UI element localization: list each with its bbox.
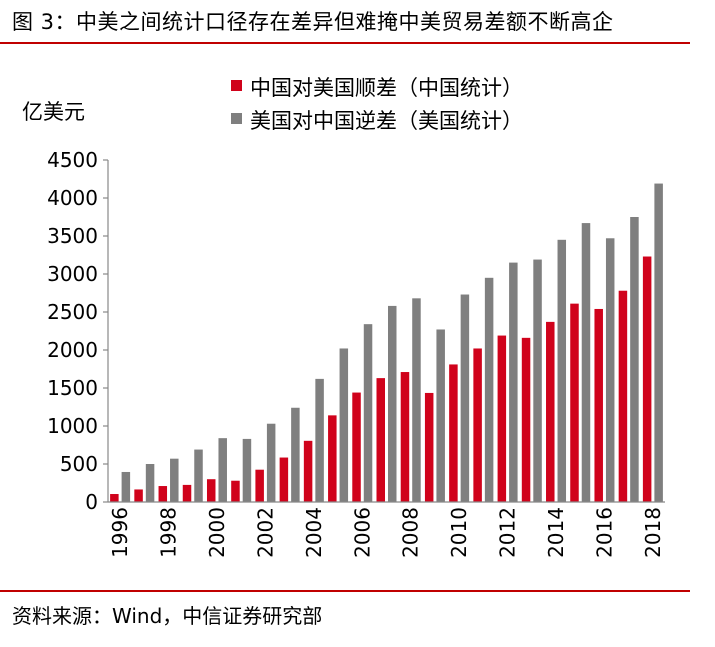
bar-1-2003 [279,457,289,502]
x-tick-label: 2006 [350,507,374,558]
bar-1-2001 [231,480,240,502]
bar-2-2001 [242,438,252,502]
bar-1-2009 [424,392,434,502]
y-tick-label: 4500 [47,148,98,172]
bar-series [110,183,663,503]
bar-2-2013 [533,259,542,502]
bar-1-2013 [521,337,531,502]
x-axis: 1996 1998 2000 2002 2004 2006 2008 2010 2012 2014… [108,501,665,558]
y-tick-label: 3000 [47,262,98,286]
bar-1-2011 [473,348,482,502]
bar-2-2000 [218,438,227,502]
x-tick-label: 2002 [253,507,277,558]
bar-1-2012 [497,335,507,502]
x-tick-label: 2000 [205,507,229,558]
y-tick-label: 2000 [47,338,98,362]
x-tick-label: 2018 [641,507,665,558]
bar-2-2012 [509,262,518,502]
bar-1-2002 [255,469,264,502]
bar-2-2002 [266,423,276,502]
bar-1-2004 [303,440,313,502]
y-tick-label: 1500 [47,376,98,400]
bar-1-2005 [328,415,337,502]
bar-2-2015 [581,223,591,502]
figure-title: 图 3：中美之间统计口径存在差异但难掩中美贸易差额不断高企 [12,10,614,34]
bar-1-2010 [449,364,458,502]
bar-2-1996 [121,471,131,502]
bar-1-1998 [158,486,168,502]
legend-label-2: 美国对中国逆差（美国统计） [250,109,523,133]
bar-1-2000 [206,479,216,502]
bar-2-2018 [654,183,663,502]
x-tick-label: 2016 [592,507,616,558]
bar-2-2011 [484,277,494,502]
top-divider [0,42,690,44]
bar-2-1997 [145,464,155,502]
bar-chart: 亿美元 中国对美国顺差（中国统计） 美国对中国逆差（美国统计） 0 500 1000 1… [22,76,665,558]
y-axis-title: 亿美元 [22,100,85,124]
y-axis: 0 500 1000 1500 2000 2500 3000 3500 4000 4500 [47,148,109,514]
y-tick-label: 3500 [47,224,98,248]
bar-2-2016 [605,238,615,502]
bar-1-2008 [400,372,410,502]
chart-legend: 中国对美国顺差（中国统计） 美国对中国逆差（美国统计） [231,76,523,133]
bar-2-1999 [194,449,203,502]
bar-1-2015 [570,303,579,502]
x-tick-label: 2014 [544,507,568,558]
bar-2-2014 [557,239,567,503]
y-tick-label: 0 [85,490,98,514]
bar-2-2008 [412,298,421,502]
x-tick-label: 2012 [496,507,520,558]
source-note: 资料来源：Wind，中信证券研究部 [12,604,323,628]
bar-1-2006 [352,392,361,502]
y-tick-label: 2500 [47,300,98,324]
bar-2-2004 [315,378,324,502]
x-tick-label: 1998 [157,507,181,558]
bar-2-2007 [388,305,397,502]
x-tick-label: 2010 [447,507,471,558]
bar-2-1998 [170,458,179,502]
x-tick-label: 2004 [302,507,326,558]
x-tick-label: 2008 [399,507,423,558]
x-tick-label: 1996 [108,507,132,558]
y-tick-label: 4000 [47,186,98,210]
y-tick-label: 500 [60,452,98,476]
bar-2-2010 [460,294,470,502]
bar-1-2017 [618,290,628,502]
legend-swatch-2 [231,113,242,124]
bar-1-1997 [134,489,143,502]
bar-2-2017 [630,217,639,502]
legend-swatch-1 [231,80,242,91]
y-tick-label: 1000 [47,414,98,438]
bar-1-2016 [594,308,603,502]
bar-1-2007 [376,378,385,502]
bar-2-2003 [291,407,300,502]
bar-2-2005 [339,348,349,502]
bar-1-1999 [182,484,192,502]
bar-2-2009 [436,329,445,502]
bar-1-1996 [110,494,119,502]
bar-1-2018 [642,256,652,502]
legend-label-1: 中国对美国顺差（中国统计） [250,76,523,100]
bar-2-2006 [363,324,373,502]
bar-1-2014 [546,321,555,502]
bottom-divider [0,590,690,592]
